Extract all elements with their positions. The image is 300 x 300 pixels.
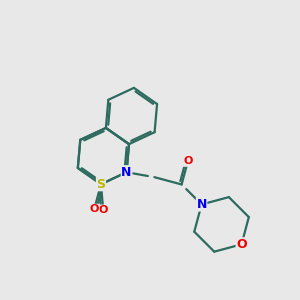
Text: O: O	[183, 156, 193, 166]
Text: O: O	[236, 238, 247, 251]
Text: O: O	[98, 205, 108, 215]
Text: O: O	[89, 204, 99, 214]
Text: N: N	[122, 166, 132, 179]
Text: S: S	[97, 178, 106, 191]
Text: N: N	[196, 198, 207, 211]
